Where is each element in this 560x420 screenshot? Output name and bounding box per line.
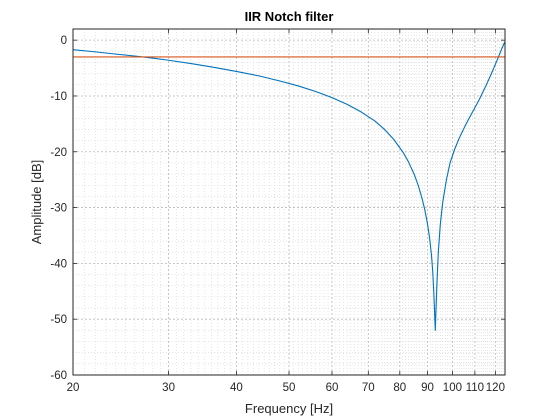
y-axis-label: Amplitude [dB] [29,160,44,245]
y-tick-label: 0 [61,35,67,47]
y-tick-label: -20 [50,147,67,159]
y-tick-label: -30 [50,203,67,215]
x-tick-label: 120 [486,382,505,394]
x-tick-label: 100 [443,382,462,394]
grid [73,29,505,375]
x-tick-label: 50 [283,382,296,394]
tick-labels: 20 30 40 50 60 70 80 90 100 110 120 0 -10 -20 -30 -40 -5… [50,29,505,394]
x-tick-label: 30 [162,382,175,394]
x-axis-label: Frequency [Hz] [245,401,333,416]
x-tick-label: 20 [67,382,80,394]
y-tick-label: -10 [50,91,67,103]
y-tick-label: -40 [50,258,67,270]
x-tick-label: 70 [362,382,375,394]
x-tick-label: 80 [393,382,406,394]
x-tick-label: 110 [466,382,484,394]
x-tick-label: 60 [326,382,339,394]
y-tick-label: -60 [50,370,67,382]
x-tick-label: 40 [230,382,243,394]
chart-title: IIR Notch filter [245,9,334,24]
x-tick-label: 90 [421,382,434,394]
y-tick-label: -50 [50,314,67,326]
